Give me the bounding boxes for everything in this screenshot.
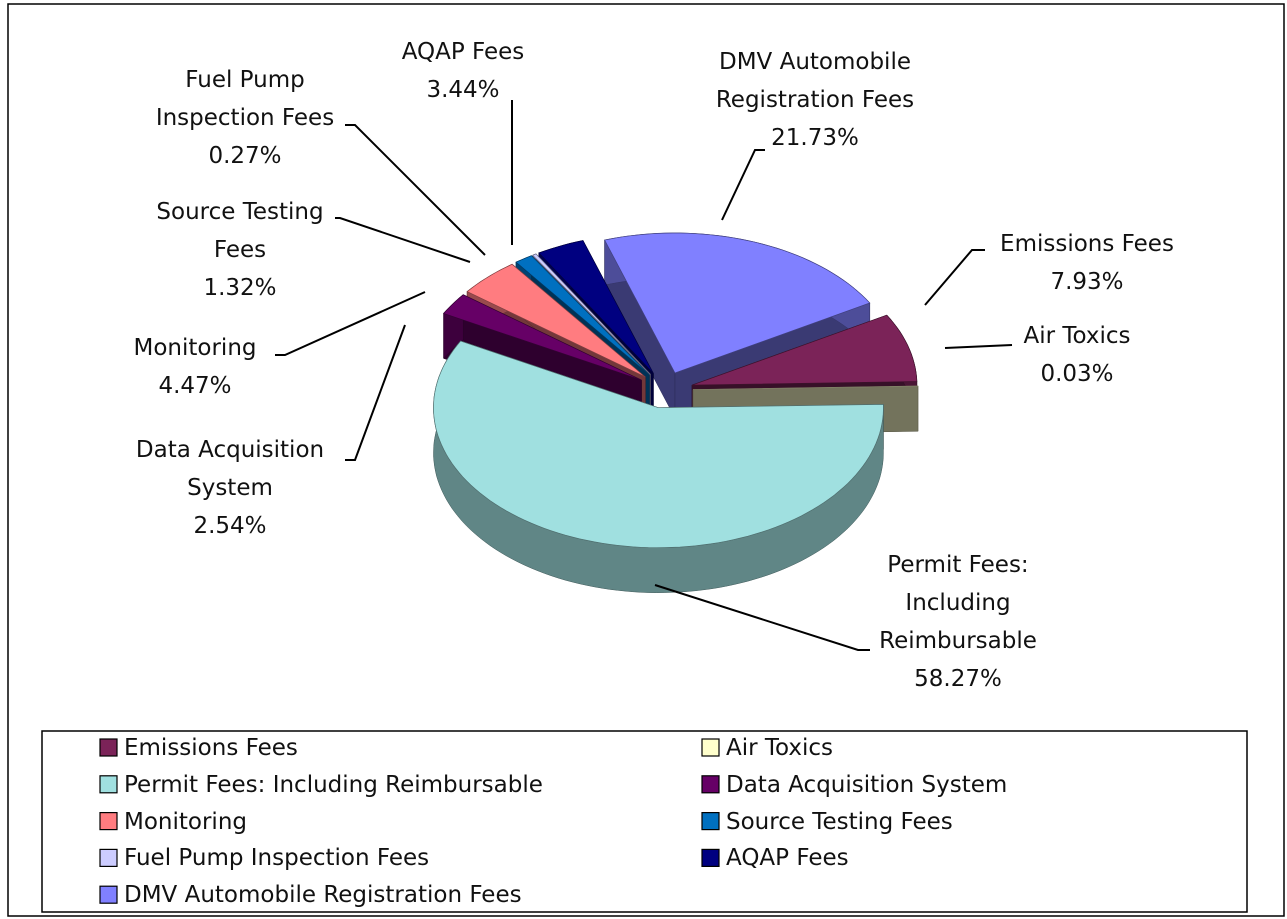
leader-line [654,584,870,651]
slice [538,240,654,374]
data-label-name: Permit Fees: Including Reimbursable [879,552,1037,654]
legend-marker [99,775,118,794]
slice [532,253,651,375]
chart-frame [7,3,1285,917]
legend-label: Permit Fees: Including Reimbursable [124,771,543,798]
legend-label: Data Acquisition System [726,771,1008,798]
leader-line [924,249,985,306]
data-label-value: 7.93% [1050,269,1124,295]
slice [466,263,646,378]
leader-line [721,149,765,221]
legend-marker [99,848,118,868]
legend-label: Fuel Pump Inspection Fees [124,845,430,872]
legend-marker [99,885,118,904]
data-label-name: Fuel Pump Inspection Fees [155,67,335,131]
data-label-name: DMV Automobile Registration Fees [715,49,915,113]
data-label-name: AQAP Fees [401,39,525,65]
slice [442,294,642,381]
legend-marker [701,848,720,868]
data-label-value: 3.44% [426,77,500,103]
legend-label: DMV Automobile Registration Fees [124,882,522,909]
leader-line [345,324,406,461]
data-label-value: 2.54% [193,513,267,539]
data-label-name: Monitoring [133,335,257,361]
legend-marker [701,811,720,831]
legend-label: Monitoring [124,808,247,835]
slice [604,232,871,374]
leader-line [335,217,471,263]
data-label-value: 58.27% [914,666,1002,692]
legend-label: Emissions Fees [124,735,298,761]
data-label-name: Emissions Fees [1000,231,1174,257]
data-label-value: 4.47% [158,373,232,399]
legend-label: Source Testing Fees [726,808,953,835]
legend-marker [701,738,720,757]
data-label-value: 0.03% [1040,361,1114,387]
slice [433,340,884,549]
slice [691,314,918,386]
data-label-value: 21.73% [771,125,859,151]
leader-line [345,124,486,256]
leader-line [275,291,426,356]
data-label-name: Air Toxics [1023,323,1131,349]
data-label-value: 1.32% [203,275,277,301]
slice [692,385,919,390]
leader-line [944,344,1013,349]
legend-marker [99,811,118,831]
legend-label: Air Toxics [726,735,834,761]
legend-label: AQAP Fees [726,845,849,872]
data-label-name: Source Testing Fees [156,199,324,263]
legend-marker [701,775,720,794]
data-label-value: 0.27% [208,143,282,169]
legend-marker [99,738,118,757]
legend-box [41,730,1248,913]
slice [515,255,650,376]
data-label-name: Data Acquisition System [135,437,325,501]
